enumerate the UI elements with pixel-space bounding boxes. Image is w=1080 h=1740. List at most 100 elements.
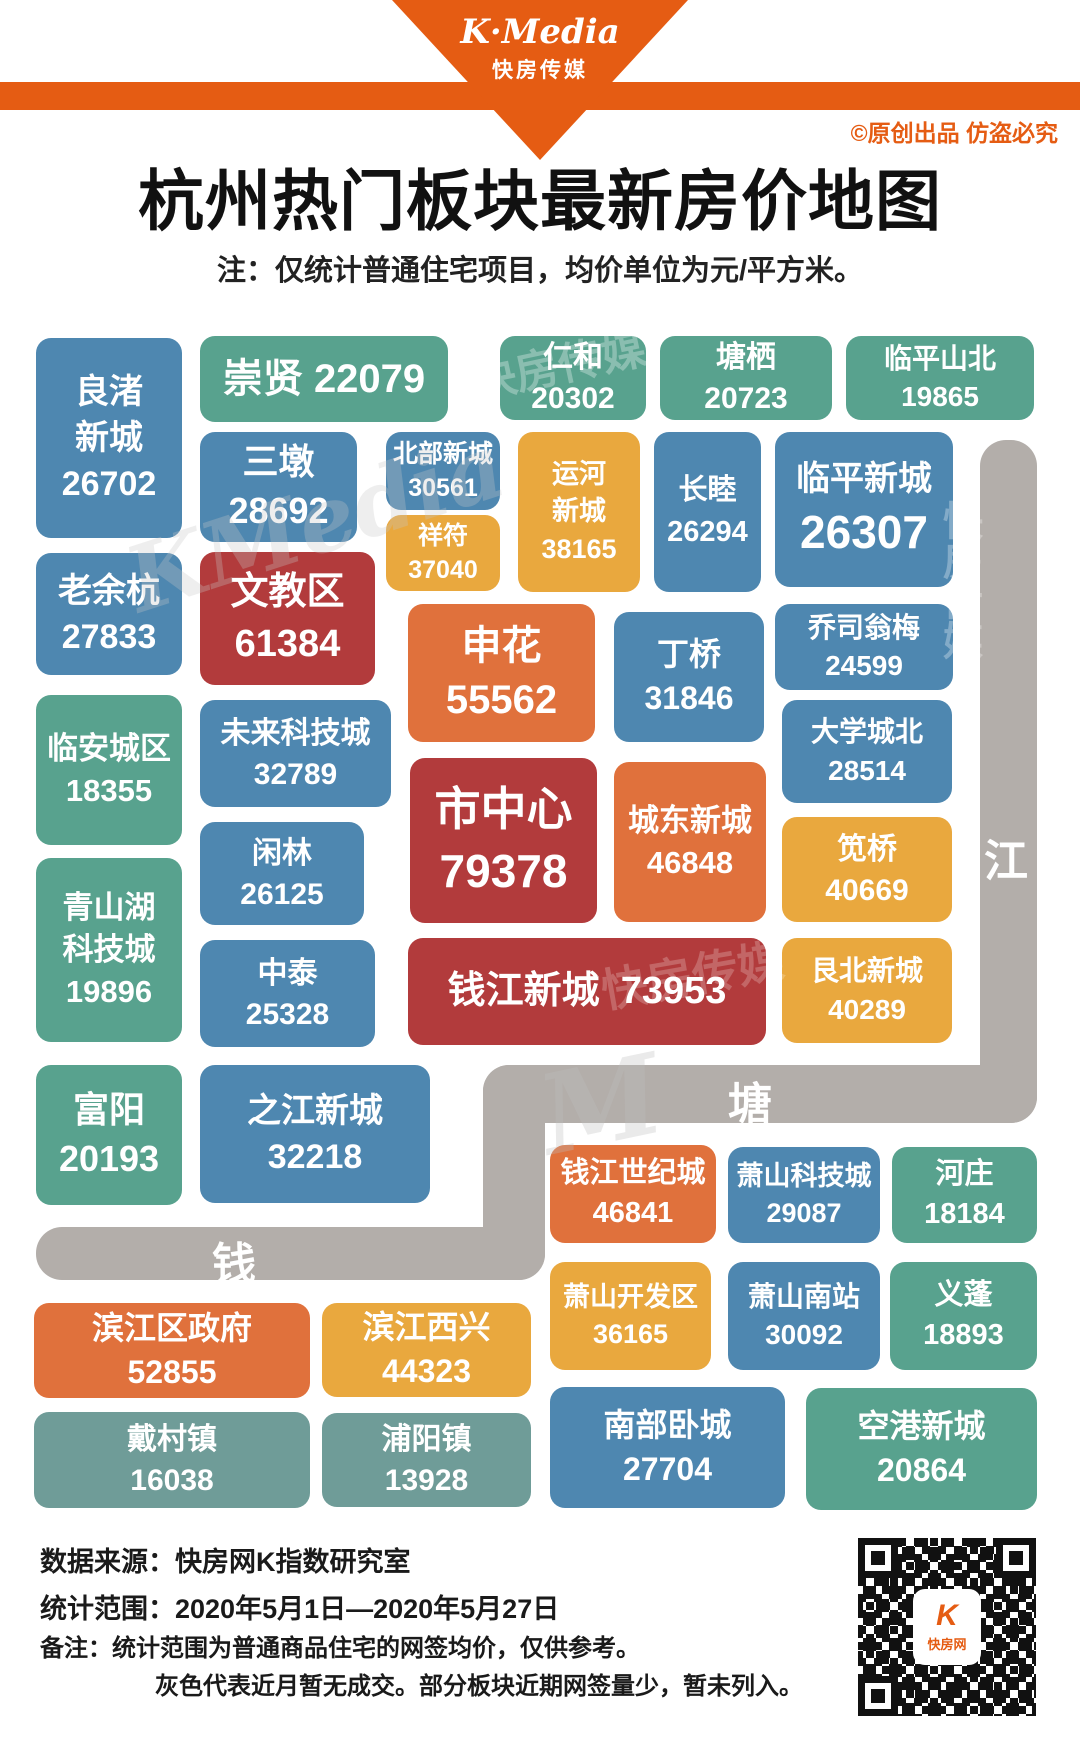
district-name: 申花 (461, 624, 542, 668)
district-name: 浦阳镇 (381, 1423, 472, 1456)
district-block-滨江西兴: 滨江西兴 44323 (322, 1303, 531, 1397)
district-block-艮北新城: 艮北新城 40289 (782, 938, 952, 1043)
district-name: 之江新城 (247, 1091, 383, 1130)
river-label-jiang: 江 (984, 837, 1028, 886)
district-name: 塘栖 (716, 341, 776, 374)
district-price: 26294 (667, 516, 748, 548)
district-price: 52855 (127, 1353, 217, 1390)
district-block-之江新城: 之江新城 32218 (200, 1065, 430, 1203)
district-block-闲林: 闲林 26125 (200, 822, 364, 925)
district-block-祥符: 祥符 37040 (386, 515, 500, 591)
district-price: 46848 (646, 845, 734, 880)
district-price: 40289 (828, 993, 906, 1025)
district-name: 临安城区 (47, 730, 171, 766)
district-block-长睦: 长睦 26294 (654, 432, 761, 592)
district-name: 三墩 (242, 441, 315, 483)
district-price: 20864 (877, 1452, 966, 1488)
district-price: 36165 (592, 1319, 669, 1349)
district-block-萧山南站: 萧山南站 30092 (728, 1262, 880, 1370)
district-price: 16038 (130, 1464, 214, 1497)
district-name: 大学城北 (810, 716, 923, 748)
district-price: 32218 (267, 1138, 363, 1176)
district-price: 79378 (439, 844, 568, 897)
district-price: 55562 (445, 678, 558, 722)
district-price: 27704 (623, 1450, 712, 1487)
district-block-萧山科技城: 萧山科技城 29087 (728, 1147, 880, 1243)
district-block-浦阳镇: 浦阳镇 13928 (322, 1413, 531, 1507)
district-block-三墩: 三墩 28692 (200, 432, 357, 542)
district-block-城东新城: 城东新城 46848 (614, 762, 766, 922)
qr-finder-bottom-left (858, 1676, 898, 1716)
qr-code: K 快房网 (858, 1538, 1036, 1716)
district-price: 27833 (61, 618, 157, 656)
district-name: 戴村镇 (127, 1423, 217, 1456)
district-block-运河新城: 运河新城 38165 (518, 432, 640, 592)
district-price: 46841 (592, 1197, 674, 1229)
district-block-戴村镇: 戴村镇 16038 (34, 1412, 310, 1508)
district-block-义蓬: 义蓬 18893 (890, 1262, 1037, 1370)
district-block-富阳: 富阳 20193 (36, 1065, 182, 1205)
district-block-临平新城: 临平新城 26307 (775, 432, 953, 587)
district-name: 青山湖 (62, 889, 156, 925)
district-name: 河庄 (935, 1158, 994, 1191)
river-segment-tang (483, 1065, 1037, 1123)
district-price: 13928 (384, 1464, 469, 1497)
district-block-钱江世纪城: 钱江世纪城 46841 (550, 1145, 716, 1243)
district-name: 空港新城 (857, 1408, 986, 1445)
district-name: 祥符 (417, 521, 468, 550)
district-block-老余杭: 老余杭 27833 (36, 553, 182, 675)
district-price: 28692 (228, 490, 329, 531)
district-price: 28514 (828, 754, 906, 786)
district-name: 崇贤 22079 (222, 357, 426, 401)
district-price: 61384 (234, 622, 341, 665)
remark-line-1: 备注：统计范围为普通商品住宅的网签均价，仅供参考。 (40, 1635, 640, 1662)
remark-line-2: 灰色代表近月暂无成交。部分板块近期网签量少，暂未列入。 (155, 1673, 803, 1700)
district-block-塘栖: 塘栖 20723 (660, 336, 832, 420)
district-block-丁桥: 丁桥 31846 (614, 612, 764, 742)
district-name: 丁桥 (656, 636, 721, 673)
district-name: 萧山南站 (747, 1280, 860, 1312)
district-block-崇贤: 崇贤 22079 (200, 336, 448, 422)
district-name: 临平山北 (883, 342, 996, 374)
district-name: 萧山开发区 (563, 1281, 698, 1312)
district-name: 滨江西兴 (362, 1309, 491, 1346)
header-triangle-flag (392, 0, 688, 160)
district-price: 40669 (825, 873, 909, 907)
district-price: 18893 (923, 1319, 1004, 1351)
district-price: 26125 (240, 877, 324, 911)
district-name: 萧山科技城 (736, 1160, 872, 1191)
district-name: 临平新城 (796, 459, 932, 498)
district-name: 运河 (552, 459, 606, 490)
district-price: 32789 (253, 757, 338, 791)
district-name: 富阳 (72, 1089, 145, 1131)
district-block-乔司翁梅: 乔司翁梅 24599 (775, 604, 953, 690)
district-price: 24599 (825, 650, 903, 681)
district-price: 29087 (766, 1198, 842, 1228)
district-name: 新城 (552, 496, 606, 527)
kmedia-script-logo: K·Media (460, 12, 620, 52)
district-name: 科技城 (62, 931, 156, 967)
district-block-河庄: 河庄 18184 (892, 1147, 1037, 1243)
district-price: 26307 (800, 505, 928, 558)
district-block-市中心: 市中心 79378 (410, 758, 597, 923)
district-block-南部卧城: 南部卧城 27704 (550, 1387, 785, 1508)
district-block-钱江新城: 钱江新城 73953 (408, 938, 766, 1045)
district-block-北部新城: 北部新城 30561 (386, 432, 500, 510)
district-block-申花: 申花 55562 (408, 604, 595, 742)
district-name: 闲林 (252, 836, 312, 870)
district-name: 北部新城 (392, 439, 493, 468)
stat-range-line: 统计范围：2020年5月1日—2020年5月27日 (40, 1594, 560, 1624)
district-name: 未来科技城 (220, 716, 371, 750)
district-block-临平山北: 临平山北 19865 (846, 336, 1034, 420)
district-price: 18184 (924, 1198, 1005, 1230)
district-price: 19896 (65, 974, 153, 1010)
district-price: 44323 (382, 1353, 471, 1389)
district-name: 钱江新城 73953 (447, 969, 727, 1012)
district-price: 25328 (245, 997, 330, 1031)
district-price: 26702 (61, 465, 157, 504)
district-name: 南部卧城 (603, 1406, 732, 1443)
district-name: 长睦 (678, 474, 737, 507)
district-price: 38165 (541, 533, 617, 564)
district-price: 19865 (901, 381, 979, 412)
